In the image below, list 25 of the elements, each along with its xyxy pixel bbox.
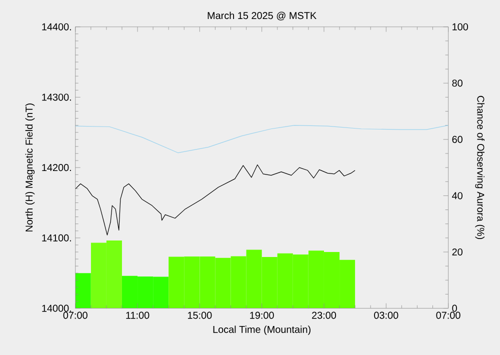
chart-title: March 15 2025 @ MSTK — [208, 12, 316, 20]
y2-tick-label: 80 — [452, 80, 462, 87]
line-series — [75, 164, 356, 236]
x-tick-label: 03:00 — [374, 312, 398, 319]
y-axis-title: North (H) Magnetic Field (nT) — [25, 104, 35, 232]
y2-tick-label: 0 — [452, 304, 457, 312]
line-series — [75, 125, 448, 154]
y-tick-label: 14400. — [42, 23, 71, 30]
x-tick-label: 23:00 — [312, 312, 336, 319]
y2-tick-label: 20 — [452, 248, 462, 256]
y-tick-label: 14200. — [42, 164, 71, 172]
x-tick-label: 19:00 — [250, 312, 274, 319]
y-tick-label: 14300. — [42, 94, 71, 101]
x-tick-label: 07:00 — [63, 312, 88, 319]
y-tick-label: 14100. — [42, 234, 71, 242]
x-tick-label: 11:00 — [126, 312, 150, 319]
bar — [75, 273, 91, 308]
y2-tick-label: 60 — [452, 136, 462, 143]
y2-tick-label: 40 — [452, 192, 462, 200]
y2-tick-label: 100 — [452, 23, 468, 30]
y-tick-label: 14000. — [42, 304, 71, 312]
x-tick-label: 07:00 — [436, 312, 460, 319]
y2-axis-title: Chance of Observing Aurora (%) — [475, 96, 484, 240]
x-axis-title: Local Time (Mountain) — [213, 326, 310, 335]
x-tick-label: 15:00 — [188, 312, 212, 319]
